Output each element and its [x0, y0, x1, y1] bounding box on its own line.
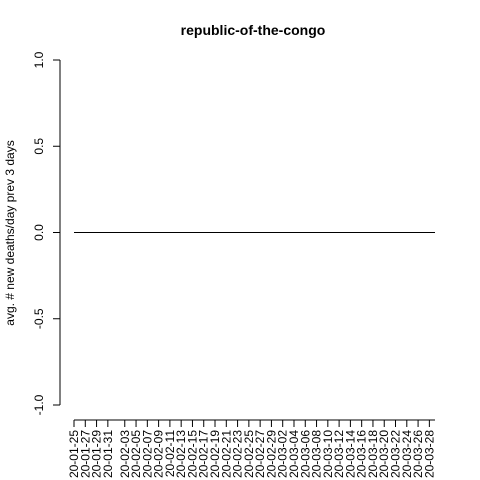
x-tick-label: 20-02-09: [152, 430, 166, 478]
x-tick-label: 20-03-14: [343, 430, 357, 478]
x-tick-label: 20-01-27: [78, 430, 92, 478]
x-tick-label: 20-02-13: [174, 430, 188, 478]
x-tick-label: 20-02-27: [253, 430, 267, 478]
y-tick-label: -0.5: [32, 308, 46, 329]
x-tick-label: 20-02-23: [231, 430, 245, 478]
x-tick-label: 20-03-16: [355, 430, 369, 478]
x-tick-label: 20-03-24: [400, 430, 414, 478]
x-tick-label: 20-03-10: [321, 430, 335, 478]
x-tick-label: 20-01-25: [67, 430, 81, 478]
x-tick-label: 20-02-19: [208, 430, 222, 478]
x-tick-label: 20-01-29: [90, 430, 104, 478]
y-tick-label: 1.0: [32, 51, 46, 68]
x-tick-label: 20-03-06: [298, 430, 312, 478]
x-tick-label: 20-02-15: [185, 430, 199, 478]
x-tick-label: 20-02-07: [140, 430, 154, 478]
x-tick-label: 20-03-02: [276, 430, 290, 478]
x-tick-label: 20-02-11: [163, 430, 177, 477]
x-tick-label: 20-03-04: [287, 430, 301, 478]
y-tick-label: 0.0: [32, 224, 46, 241]
x-tick-label: 20-03-12: [332, 430, 346, 478]
x-tick-label: 20-02-03: [118, 430, 132, 478]
y-axis-label: avg. # new deaths/day prev 3 days: [3, 140, 17, 325]
y-tick-label: 0.5: [32, 138, 46, 155]
y-axis: -1.0 -0.5 0.0 0.5 1.0: [32, 51, 61, 415]
x-tick-label: 20-01-31: [101, 430, 115, 478]
x-tick-label: 20-02-21: [219, 430, 233, 478]
x-tick-label: 20-02-05: [129, 430, 143, 478]
chart-title: republic-of-the-congo: [181, 22, 326, 38]
y-tick-label: -1.0: [32, 394, 46, 415]
x-tick-label: 20-03-22: [389, 430, 403, 478]
x-tick-label: 20-02-17: [197, 430, 211, 478]
x-tick-label: 20-03-26: [411, 430, 425, 478]
x-tick-label: 20-02-29: [264, 430, 278, 478]
x-tick-label: 20-03-08: [310, 430, 324, 478]
x-tick-label: 20-03-20: [377, 430, 391, 478]
x-tick-label: 20-03-18: [366, 430, 380, 478]
x-tick-label: 20-02-25: [242, 430, 256, 478]
x-tick-label: 20-03-28: [422, 430, 436, 478]
